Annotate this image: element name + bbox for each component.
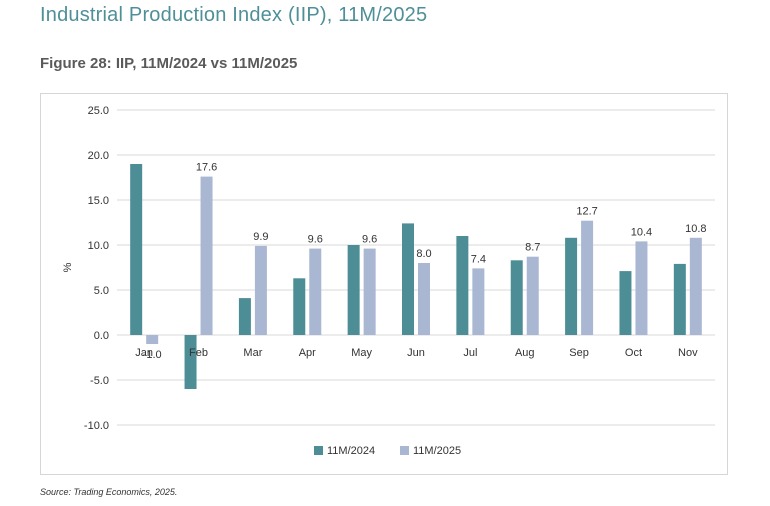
bar-2025-feb xyxy=(200,176,213,335)
bar-2025-jul xyxy=(472,268,485,335)
y-axis-ticks: 25.0 20.0 15.0 10.0 5.0 0.0 -5.0 -10.0 xyxy=(84,105,109,432)
y-tick-label: 5.0 xyxy=(94,285,109,297)
x-tick-label: Oct xyxy=(625,347,642,359)
x-tick-label: Nov xyxy=(678,347,698,359)
legend-swatch xyxy=(314,446,323,455)
x-tick-label: Feb xyxy=(189,347,208,359)
bar-2024-jan xyxy=(130,164,143,335)
x-axis-ticks: Jan Feb Mar Apr May Jun Jul Aug Sep Oct Nov xyxy=(135,347,698,359)
bars xyxy=(130,164,702,389)
y-tick-label: 25.0 xyxy=(88,105,109,117)
figure-title: Figure 28: IIP, 11M/2024 vs 11M/2025 xyxy=(40,55,298,72)
legend: 11M/2024 11M/2025 xyxy=(314,445,461,457)
bar-2024-nov xyxy=(673,263,686,335)
bar-2024-jun xyxy=(402,223,414,335)
bar-2025-oct xyxy=(635,241,648,335)
bar-2025-sep xyxy=(581,220,594,335)
y-tick-label: -10.0 xyxy=(84,420,109,432)
data-label: 9.6 xyxy=(308,234,323,246)
legend-swatch xyxy=(400,446,409,455)
data-label: 8.7 xyxy=(525,242,540,254)
x-tick-label: Sep xyxy=(569,347,589,359)
x-tick-label: Apr xyxy=(299,347,316,359)
source-note: Source: Trading Economics, 2025. xyxy=(40,487,178,497)
bar-2024-oct xyxy=(619,271,632,335)
x-tick-label: Jan xyxy=(135,347,153,359)
bar-2024-mar xyxy=(238,298,251,335)
bar-2024-jul xyxy=(456,236,469,335)
y-tick-label: 0.0 xyxy=(94,330,109,342)
y-axis-label: % xyxy=(62,262,74,272)
data-label: 10.4 xyxy=(631,226,652,238)
chart-frame: 25.0 20.0 15.0 10.0 5.0 0.0 -5.0 -10.0 % Jan Feb… xyxy=(40,93,728,475)
iip-bar-chart: 25.0 20.0 15.0 10.0 5.0 0.0 -5.0 -10.0 % Jan Feb… xyxy=(62,105,715,457)
y-tick-label: -5.0 xyxy=(90,375,109,387)
data-label: 7.4 xyxy=(471,253,486,265)
page-title: Industrial Production Index (IIP), 11M/2… xyxy=(40,4,428,26)
bar-2025-nov xyxy=(689,237,702,335)
x-tick-label: Jun xyxy=(407,347,425,359)
data-label: 12.7 xyxy=(576,206,597,218)
y-tick-label: 20.0 xyxy=(88,150,109,162)
bar-2025-jan xyxy=(146,335,159,344)
bar-2025-mar xyxy=(254,245,267,335)
bar-2024-may xyxy=(347,245,360,335)
grid-lines xyxy=(117,109,715,426)
bar-2025-aug xyxy=(526,256,539,335)
data-labels: -1.0 17.6 9.9 9.6 9.6 8.0 7.4 8.7 12.7 10.4 10.8 xyxy=(143,162,707,361)
bar-2024-sep xyxy=(565,237,578,335)
bar-2024-feb xyxy=(184,335,197,389)
bar-2024-aug xyxy=(510,260,523,335)
x-tick-label: May xyxy=(351,347,372,359)
data-label: 9.6 xyxy=(362,234,377,246)
data-label: 9.9 xyxy=(253,231,268,243)
bar-2025-may xyxy=(363,248,376,335)
data-label: 8.0 xyxy=(416,248,431,260)
y-tick-label: 15.0 xyxy=(88,195,109,207)
bar-2024-apr xyxy=(293,278,306,335)
data-label: 10.8 xyxy=(685,223,706,235)
x-tick-label: Aug xyxy=(515,347,535,359)
legend-label: 11M/2025 xyxy=(413,445,461,457)
x-tick-label: Jul xyxy=(463,347,477,359)
data-label: -1.0 xyxy=(143,349,162,361)
bar-2025-jun xyxy=(418,263,430,335)
x-tick-label: Mar xyxy=(243,347,262,359)
y-tick-label: 10.0 xyxy=(88,240,109,252)
data-label: 17.6 xyxy=(196,162,217,174)
bar-2025-apr xyxy=(309,248,322,335)
legend-label: 11M/2024 xyxy=(327,445,375,457)
